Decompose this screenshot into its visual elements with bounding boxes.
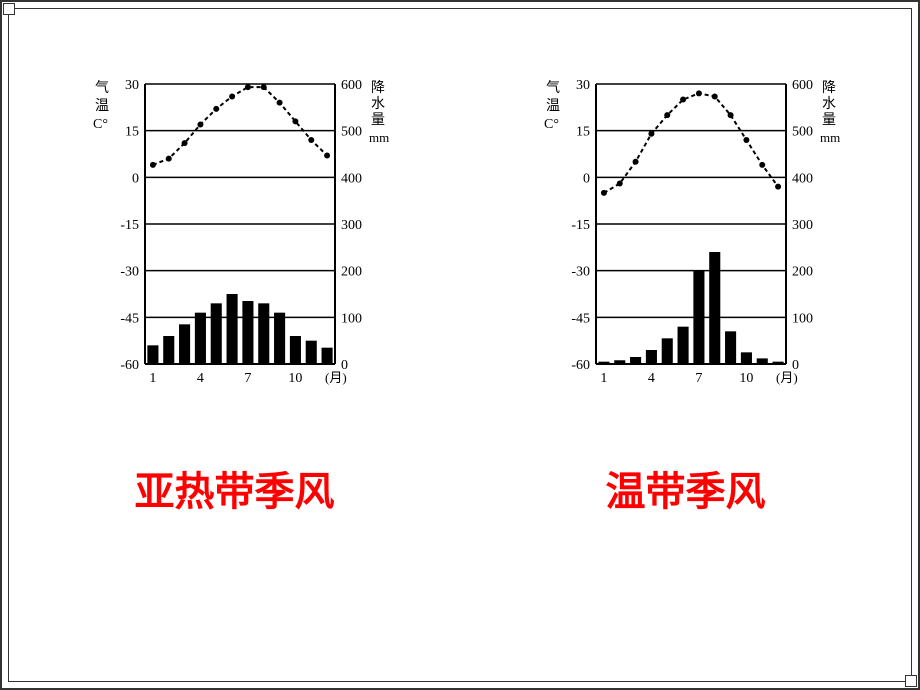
svg-text:200: 200 [341, 265, 362, 280]
svg-text:(月): (月) [325, 370, 347, 385]
svg-text:-60: -60 [571, 358, 590, 373]
svg-text:600: 600 [341, 78, 362, 93]
svg-text:量: 量 [371, 112, 385, 128]
svg-text:300: 300 [341, 218, 362, 233]
chart-temperate-svg: 30150-15-30-45-606005004003002001000气温C°… [531, 69, 841, 399]
svg-text:0: 0 [132, 171, 139, 186]
svg-text:-45: -45 [120, 311, 139, 326]
svg-text:-30: -30 [571, 265, 590, 280]
chart-subtropical: 30150-15-30-45-606005004003002001000气温C°… [80, 69, 390, 399]
svg-text:600: 600 [792, 78, 813, 93]
svg-text:4: 4 [647, 371, 654, 386]
svg-text:温: 温 [546, 98, 560, 114]
svg-text:7: 7 [244, 371, 251, 386]
svg-text:100: 100 [341, 311, 362, 326]
svg-text:30: 30 [576, 78, 590, 93]
chart-temperate: 30150-15-30-45-606005004003002001000气温C°… [531, 69, 841, 399]
svg-text:水: 水 [822, 96, 836, 112]
svg-text:降: 降 [822, 80, 836, 96]
svg-text:300: 300 [792, 218, 813, 233]
svg-text:-15: -15 [120, 218, 139, 233]
svg-text:400: 400 [341, 171, 362, 186]
svg-text:30: 30 [125, 78, 139, 93]
slide-inner-border: 30150-15-30-45-606005004003002001000气温C°… [8, 8, 912, 682]
svg-text:500: 500 [792, 125, 813, 140]
svg-text:10: 10 [288, 371, 302, 386]
svg-text:-45: -45 [571, 311, 590, 326]
svg-text:15: 15 [125, 125, 139, 140]
svg-text:C°: C° [93, 117, 108, 132]
svg-text:气: 气 [546, 80, 560, 96]
svg-text:1: 1 [600, 371, 607, 386]
svg-text:水: 水 [371, 96, 385, 112]
svg-text:mm: mm [369, 130, 389, 145]
svg-text:1: 1 [149, 371, 156, 386]
svg-text:-60: -60 [120, 358, 139, 373]
svg-text:500: 500 [341, 125, 362, 140]
svg-text:400: 400 [792, 171, 813, 186]
svg-text:-30: -30 [120, 265, 139, 280]
svg-text:-15: -15 [571, 218, 590, 233]
corner-decoration-br [905, 675, 917, 687]
svg-text:mm: mm [820, 130, 840, 145]
svg-text:4: 4 [196, 371, 203, 386]
svg-text:C°: C° [544, 117, 559, 132]
svg-text:200: 200 [792, 265, 813, 280]
svg-text:降: 降 [371, 80, 385, 96]
svg-text:15: 15 [576, 125, 590, 140]
label-temperate-monsoon: 温带季风 [483, 459, 889, 517]
svg-text:10: 10 [739, 371, 753, 386]
label-subtropical-monsoon: 亚热带季风 [32, 459, 438, 517]
svg-text:温: 温 [95, 98, 109, 114]
svg-text:7: 7 [695, 371, 702, 386]
labels-row: 亚热带季风 温带季风 [9, 459, 911, 517]
charts-row: 30150-15-30-45-606005004003002001000气温C°… [9, 9, 911, 399]
svg-text:(月): (月) [776, 370, 798, 385]
svg-text:100: 100 [792, 311, 813, 326]
svg-text:气: 气 [95, 80, 109, 96]
corner-decoration-tl [3, 3, 15, 15]
svg-text:量: 量 [822, 112, 836, 128]
slide: 30150-15-30-45-606005004003002001000气温C°… [0, 0, 920, 690]
chart-subtropical-svg: 30150-15-30-45-606005004003002001000气温C°… [80, 69, 390, 399]
svg-text:0: 0 [583, 171, 590, 186]
